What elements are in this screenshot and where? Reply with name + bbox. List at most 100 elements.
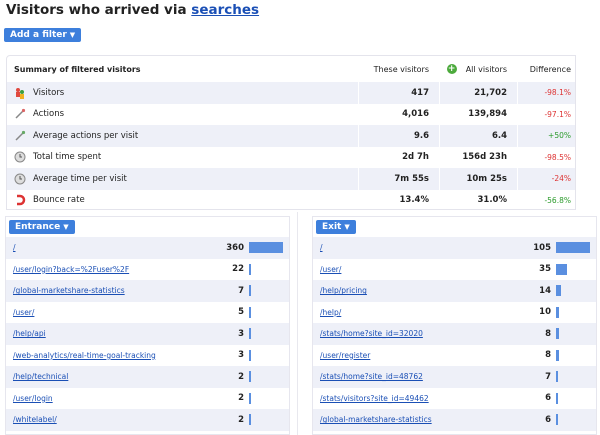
exit-count: 8 bbox=[545, 328, 551, 339]
entrance-path-link[interactable]: /user/login?back=%2Fuser%2F bbox=[13, 264, 130, 274]
difference-value: -98.1% bbox=[544, 88, 571, 98]
exit-path-link[interactable]: /user/ bbox=[320, 264, 342, 274]
difference-value: -97.1% bbox=[544, 109, 571, 119]
all-visitors-value: 10m 25s bbox=[466, 173, 507, 184]
exit-row: /global-marketshare-statistics 6 bbox=[313, 409, 596, 431]
summary-row: Visitors 417 21,702 -98.1% bbox=[7, 82, 575, 104]
summary-heading: Summary of filtered visitors bbox=[14, 64, 141, 74]
exit-row: /user/register 8 bbox=[313, 345, 596, 367]
average-actions-icon bbox=[14, 130, 26, 142]
entrance-label: Entrance bbox=[15, 222, 61, 232]
exit-path-link[interactable]: /stats/home?site_id=32020 bbox=[320, 329, 423, 339]
summary-row: Bounce rate 13.4% 31.0% -56.8% bbox=[7, 190, 575, 212]
entrance-count: 2 bbox=[238, 393, 244, 404]
difference-value: -24% bbox=[551, 174, 571, 184]
exit-row: /stats/visitors?site_id=49462 6 bbox=[313, 388, 596, 410]
entrance-row: /user/5 bbox=[6, 302, 289, 324]
difference-value: -98.5% bbox=[544, 152, 571, 162]
entrance-path-link[interactable]: /user/ bbox=[13, 307, 35, 317]
exit-count-bar bbox=[556, 263, 567, 275]
entrance-count-bar bbox=[249, 306, 251, 318]
summary-row-label-cell: Visitors bbox=[7, 87, 347, 99]
exit-count-bar bbox=[556, 414, 558, 425]
summary-row-label-cell: Bounce rate bbox=[7, 194, 347, 206]
entrance-count-bar bbox=[249, 392, 251, 404]
exit-count: 105 bbox=[533, 242, 551, 253]
entrance-row: /help/technical 2 bbox=[6, 366, 289, 388]
entrance-count-bar bbox=[249, 285, 251, 296]
entrance-path-link[interactable]: / bbox=[13, 243, 16, 253]
exit-dropdown[interactable]: Exit ▼ bbox=[316, 220, 356, 234]
exit-count-bar bbox=[556, 392, 558, 404]
entrance-row: /web-analytics/real-time-goal-tracking 3 bbox=[6, 345, 289, 367]
add-plus-icon[interactable]: + bbox=[446, 64, 457, 74]
summary-row-label-cell: Average actions per visit bbox=[7, 130, 347, 142]
entrance-row: / 360 bbox=[6, 237, 289, 259]
entrance-panel: Entrance ▼ / 360/user/login?back=%2Fuser%2… bbox=[5, 216, 290, 435]
summary-row-label: Average actions per visit bbox=[33, 130, 139, 141]
entrance-count: 2 bbox=[238, 414, 244, 425]
entrance-count: 360 bbox=[226, 242, 244, 253]
entrance-path-link[interactable]: /help/technical bbox=[13, 372, 69, 382]
entrance-row: /user/login 2 bbox=[6, 388, 289, 410]
exit-row: /help/pricing 14 bbox=[313, 280, 596, 302]
exit-row: / 105 bbox=[313, 237, 596, 259]
entrance-path-link[interactable]: /global-marketshare-statistics bbox=[13, 286, 125, 296]
entrance-row: /global-marketshare-statistics 7 bbox=[6, 280, 289, 302]
difference-value: -56.8% bbox=[544, 195, 571, 205]
exit-path-link[interactable]: / bbox=[320, 243, 323, 253]
these-visitors-value: 7m 55s bbox=[394, 173, 429, 184]
exit-path-link[interactable]: /user/register bbox=[320, 350, 371, 360]
exit-path-link[interactable]: /stats/home?site_id=48762 bbox=[320, 372, 423, 382]
summary-row-label: Actions bbox=[33, 109, 65, 120]
entrance-count-bar bbox=[249, 263, 251, 275]
chevron-down-icon: ▼ bbox=[69, 31, 76, 39]
entrance-path-link[interactable]: /user/login bbox=[13, 393, 53, 403]
summary-header: Summary of filtered visitors These visit… bbox=[7, 56, 575, 82]
summary-row: Average time per visit 7m 55s 10m 25s -24% bbox=[7, 168, 575, 190]
exit-path-link[interactable]: /stats/visitors?site_id=49462 bbox=[320, 393, 429, 403]
exit-row: /stats/home?site_id=48762 7 bbox=[313, 366, 596, 388]
all-visitors-value: 156d 23h bbox=[462, 152, 507, 163]
entrance-count: 3 bbox=[238, 328, 244, 339]
clock-icon bbox=[14, 173, 26, 185]
exit-label: Exit bbox=[322, 222, 342, 232]
summary-row-label: Average time per visit bbox=[33, 173, 127, 184]
all-visitors-value: 6.4 bbox=[491, 130, 507, 141]
col-difference: Difference bbox=[529, 64, 571, 74]
summary-row: Average actions per visit 9.6 6.4 +50% bbox=[7, 125, 575, 147]
exit-path-link[interactable]: /global-marketshare-statistics bbox=[320, 415, 432, 425]
exit-path-link[interactable]: /help/pricing bbox=[320, 286, 367, 296]
entrance-path-link[interactable]: /web-analytics/real-time-goal-tracking bbox=[13, 350, 156, 360]
exit-count-bar bbox=[556, 242, 590, 253]
col-all-visitors: + All visitors bbox=[429, 64, 507, 74]
exit-panel: Exit ▼ / 105/user/35/help/pricing 14/help/1… bbox=[312, 216, 597, 435]
entrance-count-bar bbox=[249, 328, 251, 339]
exit-count: 14 bbox=[539, 285, 551, 296]
summary-row-label-cell: Total time spent bbox=[7, 151, 347, 163]
entrance-path-link[interactable]: /help/api bbox=[13, 329, 46, 339]
exit-path-link[interactable]: /help/ bbox=[320, 307, 342, 317]
panel-divider bbox=[297, 212, 298, 435]
exit-count-bar bbox=[556, 306, 559, 318]
searches-link[interactable]: searches bbox=[191, 2, 260, 18]
entrance-count-bar bbox=[249, 371, 251, 382]
summary-row-label: Total time spent bbox=[33, 152, 102, 163]
add-filter-button[interactable]: Add a filter ▼ bbox=[4, 28, 82, 42]
exit-row: /user/35 bbox=[313, 259, 596, 281]
entrance-dropdown[interactable]: Entrance ▼ bbox=[9, 220, 75, 234]
entrance-path-link[interactable]: /whitelabel/ bbox=[13, 415, 57, 425]
all-visitors-value: 31.0% bbox=[477, 195, 508, 206]
exit-row: /stats/home?site_id=32020 8 bbox=[313, 323, 596, 345]
exit-count-bar bbox=[556, 371, 558, 382]
col-all-visitors-label: All visitors bbox=[465, 64, 507, 74]
these-visitors-value: 4,016 bbox=[402, 109, 429, 120]
entrance-count-bar bbox=[249, 414, 251, 425]
entrance-count-bar bbox=[249, 349, 251, 361]
actions-icon bbox=[14, 108, 26, 120]
these-visitors-value: 417 bbox=[411, 87, 429, 98]
entrance-count-bar bbox=[249, 242, 283, 253]
summary-row: Total time spent 2d 7h 156d 23h -98.5% bbox=[7, 147, 575, 169]
summary-row-label-cell: Average time per visit bbox=[7, 173, 347, 185]
entrance-count: 7 bbox=[238, 285, 244, 296]
